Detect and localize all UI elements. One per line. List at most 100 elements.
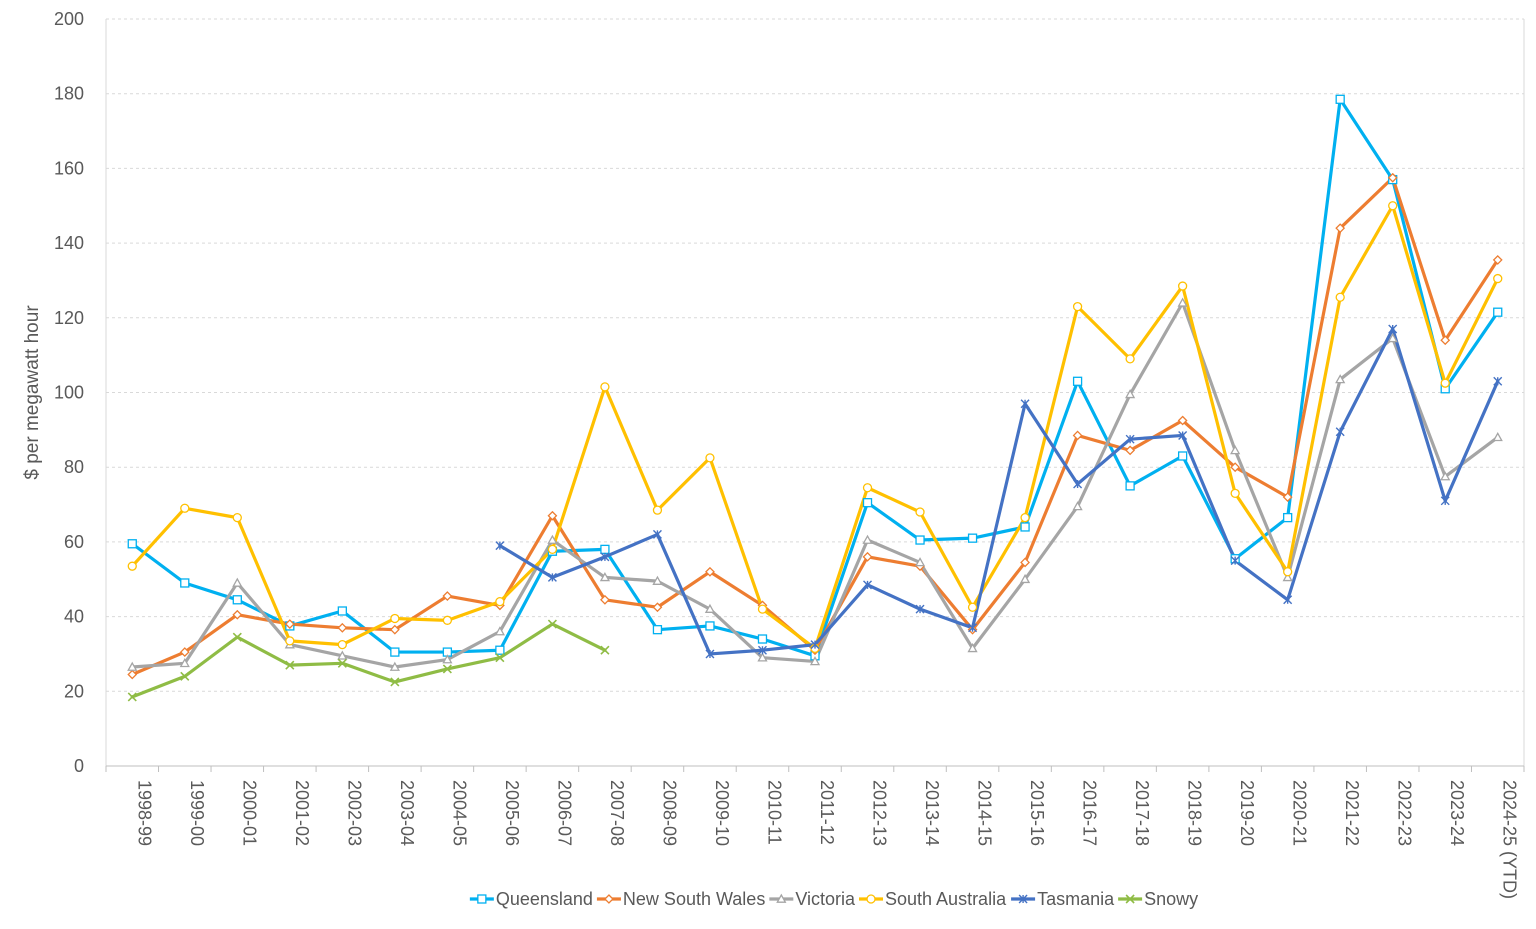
data-point-tasmania xyxy=(1493,376,1503,386)
data-point-south-australia xyxy=(757,604,768,614)
data-point-queensland xyxy=(390,647,400,657)
data-point-tasmania xyxy=(705,649,715,659)
legend-label: Tasmania xyxy=(1037,889,1115,909)
data-point-south-australia xyxy=(1493,273,1503,284)
data-point-queensland xyxy=(180,578,190,588)
data-point-queensland xyxy=(1125,481,1135,491)
data-point-victoria xyxy=(1335,374,1346,384)
data-point-new-south-wales xyxy=(862,551,873,562)
data-point-new-south-wales xyxy=(389,624,400,635)
data-point-new-south-wales xyxy=(1335,223,1346,234)
legend-marker xyxy=(866,894,876,904)
data-point-victoria xyxy=(1492,431,1503,442)
data-point-tasmania xyxy=(863,580,873,590)
data-point-queensland xyxy=(1072,376,1083,386)
x-tick-label: 2018-19 xyxy=(1185,780,1205,846)
data-point-new-south-wales xyxy=(337,622,348,633)
data-point-tasmania xyxy=(652,529,662,539)
data-point-south-australia xyxy=(1283,567,1293,577)
legend-item-queensland: Queensland xyxy=(469,889,593,909)
data-point-new-south-wales xyxy=(1282,492,1293,502)
x-tick-label: 2015-16 xyxy=(1027,780,1047,846)
data-point-south-australia xyxy=(495,597,505,607)
data-point-snowy xyxy=(232,632,242,642)
series-line-snowy xyxy=(130,622,607,699)
x-tick-label: 2001-02 xyxy=(292,780,312,846)
data-point-new-south-wales xyxy=(284,619,295,629)
legend-marker xyxy=(776,893,787,903)
x-tick-label: 1998-99 xyxy=(134,780,154,846)
legend-marker xyxy=(477,894,487,904)
data-point-tasmania xyxy=(915,604,925,614)
data-point-snowy xyxy=(495,653,505,663)
data-point-south-australia xyxy=(1440,378,1450,388)
x-tick-label: 2006-07 xyxy=(554,780,574,846)
data-point-tasmania xyxy=(1440,496,1450,506)
x-tick-label: 2017-18 xyxy=(1132,780,1152,846)
x-tick-label: 2014-15 xyxy=(975,780,995,846)
x-tick-label: 2019-20 xyxy=(1237,780,1257,846)
x-tick-label: 2011-12 xyxy=(817,780,837,845)
data-point-new-south-wales xyxy=(705,566,715,577)
data-point-victoria xyxy=(704,603,716,613)
data-point-tasmania xyxy=(1125,434,1135,444)
legend-label: New South Wales xyxy=(623,889,765,909)
y-axis-title: $ per megawatt hour xyxy=(22,305,43,480)
data-point-new-south-wales xyxy=(232,609,243,620)
data-point-south-australia xyxy=(862,483,873,493)
legend-item-new-south-wales: New South Wales xyxy=(596,889,765,909)
data-point-new-south-wales xyxy=(127,669,138,680)
data-point-victoria xyxy=(127,661,138,671)
data-point-snowy xyxy=(442,664,452,674)
data-point-queensland xyxy=(232,595,242,605)
x-tick-label: 2007-08 xyxy=(607,780,627,846)
data-point-victoria xyxy=(179,657,190,668)
y-tick-label: 80 xyxy=(64,457,84,477)
y-tick-label: 180 xyxy=(54,84,84,104)
data-point-queensland xyxy=(127,539,137,549)
data-point-tasmania xyxy=(1178,430,1188,440)
data-point-tasmania xyxy=(810,640,820,650)
x-tick-label: 2003-04 xyxy=(397,780,417,846)
data-point-tasmania xyxy=(968,623,978,633)
y-tick-label: 100 xyxy=(54,383,84,403)
data-point-new-south-wales xyxy=(1387,172,1398,183)
data-point-south-australia xyxy=(915,507,925,517)
data-point-queensland xyxy=(915,535,925,545)
data-point-new-south-wales xyxy=(1492,254,1503,265)
data-point-south-australia xyxy=(1177,281,1188,291)
data-point-queensland xyxy=(600,544,610,555)
data-point-new-south-wales xyxy=(1440,335,1451,346)
series-lines xyxy=(130,97,1500,699)
series-line-tasmania xyxy=(498,327,1500,656)
data-point-snowy xyxy=(337,658,347,668)
x-tick-label: 2012-13 xyxy=(870,780,890,846)
data-point-south-australia xyxy=(232,512,242,523)
data-point-snowy xyxy=(390,677,400,687)
data-point-south-australia xyxy=(1020,512,1030,523)
data-point-queensland xyxy=(1020,522,1030,532)
data-point-victoria xyxy=(1440,471,1451,481)
data-point-south-australia xyxy=(967,602,978,612)
data-point-victoria xyxy=(862,534,873,544)
data-point-south-australia xyxy=(1230,488,1240,498)
x-tick-label: 2009-10 xyxy=(712,780,732,846)
x-tick-label: 2010-11 xyxy=(764,780,784,845)
data-point-queensland xyxy=(757,634,768,644)
data-point-victoria xyxy=(1125,389,1136,399)
legend-label: Victoria xyxy=(795,889,856,909)
y-tick-label: 60 xyxy=(64,532,84,552)
data-point-south-australia xyxy=(390,613,400,624)
data-point-victoria xyxy=(232,577,243,587)
data-point-new-south-wales xyxy=(547,510,558,521)
data-point-tasmania xyxy=(1230,556,1240,566)
y-tick-label: 140 xyxy=(54,233,84,253)
x-tick-label: 2002-03 xyxy=(344,780,364,846)
x-tick-label: 2016-17 xyxy=(1080,780,1100,846)
data-point-victoria xyxy=(547,534,558,544)
y-tick-label: 160 xyxy=(54,158,84,178)
data-point-queensland xyxy=(1493,307,1503,317)
data-point-tasmania xyxy=(600,552,610,562)
x-tick-label: 2024-25 (YTD) xyxy=(1500,780,1520,899)
data-point-south-australia xyxy=(600,382,610,392)
